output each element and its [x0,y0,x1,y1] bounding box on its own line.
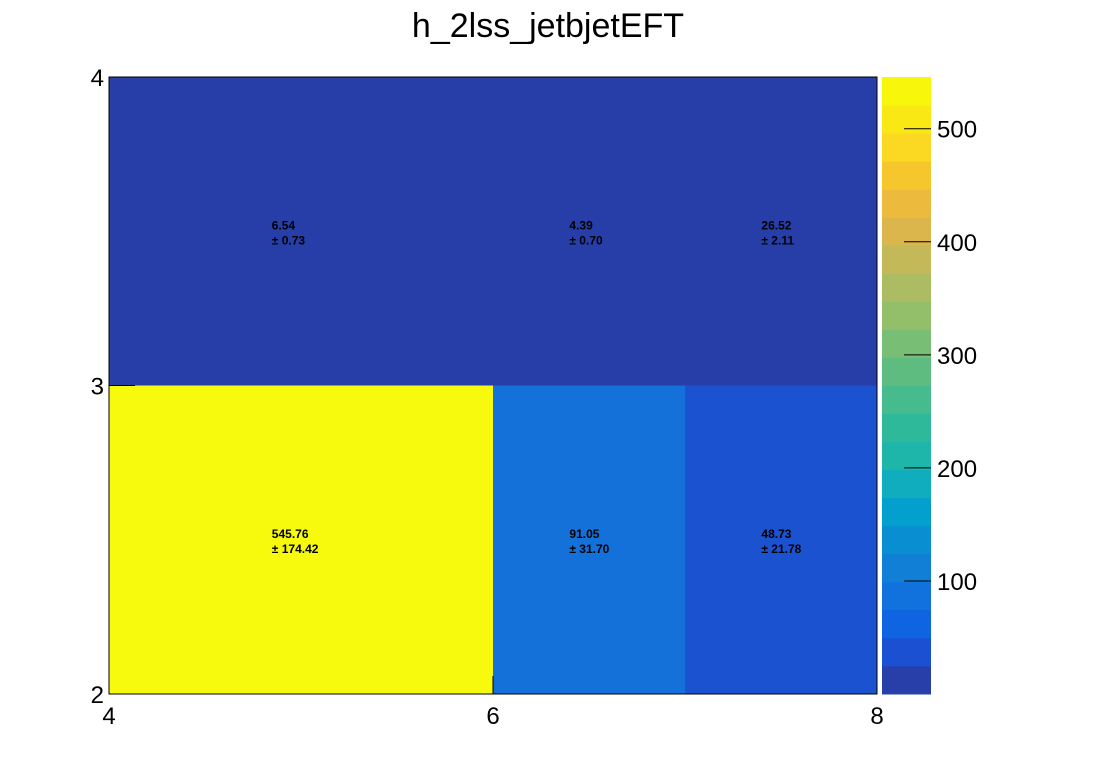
colorbar-swatch [882,441,931,471]
colorbar-tick-label: 400 [937,230,977,257]
colorbar-swatch [882,189,931,218]
colorbar-tick-label: 300 [937,343,977,370]
colorbar-swatch [882,329,931,358]
colorbar-swatch [882,665,931,695]
colorbar-swatch [882,469,931,499]
colorbar-swatch [882,637,931,667]
heatmap-cells [109,77,877,694]
y-tick-label: 3 [91,374,104,401]
x-tick-label: 8 [870,703,883,730]
colorbar-swatch [882,553,931,583]
colorbar-swatch [882,245,931,274]
colorbar-swatch [882,609,931,639]
cell-error-label: ± 31.70 [569,542,609,556]
heatmap-cell [493,77,685,386]
x-tick-label: 4 [102,703,115,730]
heatmap-cell-labels: 6.54± 0.73 4.39± 0.70 26.52± 2.11 545.76± 1… [272,218,802,556]
colorbar-swatch [882,133,931,162]
chart-title: h_2lss_jetbjetEFT [412,7,684,45]
colorbar-swatch [882,357,931,386]
heatmap-cell [109,77,493,386]
colorbar-swatch [882,385,931,415]
colorbar-swatch [882,273,931,302]
colorbar-swatch [882,161,931,190]
cell-value-label: 4.39 [569,218,593,232]
cell-value-label: 6.54 [272,218,296,232]
plot-axes: 4 6 8 2 3 4 [91,65,884,730]
cell-value-label: 48.73 [761,527,791,541]
colorbar: 100 200 300 400 500 [882,77,977,695]
cell-error-label: ± 174.42 [272,542,319,556]
colorbar-tick-label: 100 [937,569,977,596]
colorbar-swatch [882,301,931,330]
colorbar-swatch [882,497,931,527]
colorbar-swatch [882,525,931,555]
cell-error-label: ± 0.73 [272,233,306,247]
colorbar-swatch [882,77,931,106]
colorbar-swatch [882,217,931,246]
colorbar-tick-label: 500 [937,117,977,144]
cell-error-label: ± 2.11 [761,233,794,247]
heatmap-cell [109,385,493,694]
cell-value-label: 545.76 [272,527,309,541]
colorbar-swatch [882,413,931,443]
cell-error-label: ± 21.78 [761,542,801,556]
colorbar-tick-label: 200 [937,456,977,483]
heatmap-cell [493,385,685,694]
heatmap-cell [685,385,877,694]
y-tick-label: 2 [91,682,104,709]
y-tick-label: 4 [91,65,104,92]
heatmap-cell [685,77,877,386]
colorbar-swatch [882,105,931,134]
colorbar-swatch [882,581,931,611]
cell-value-label: 91.05 [569,527,599,541]
x-tick-label: 6 [486,703,499,730]
cell-value-label: 26.52 [761,218,791,232]
cell-error-label: ± 0.70 [569,233,603,247]
